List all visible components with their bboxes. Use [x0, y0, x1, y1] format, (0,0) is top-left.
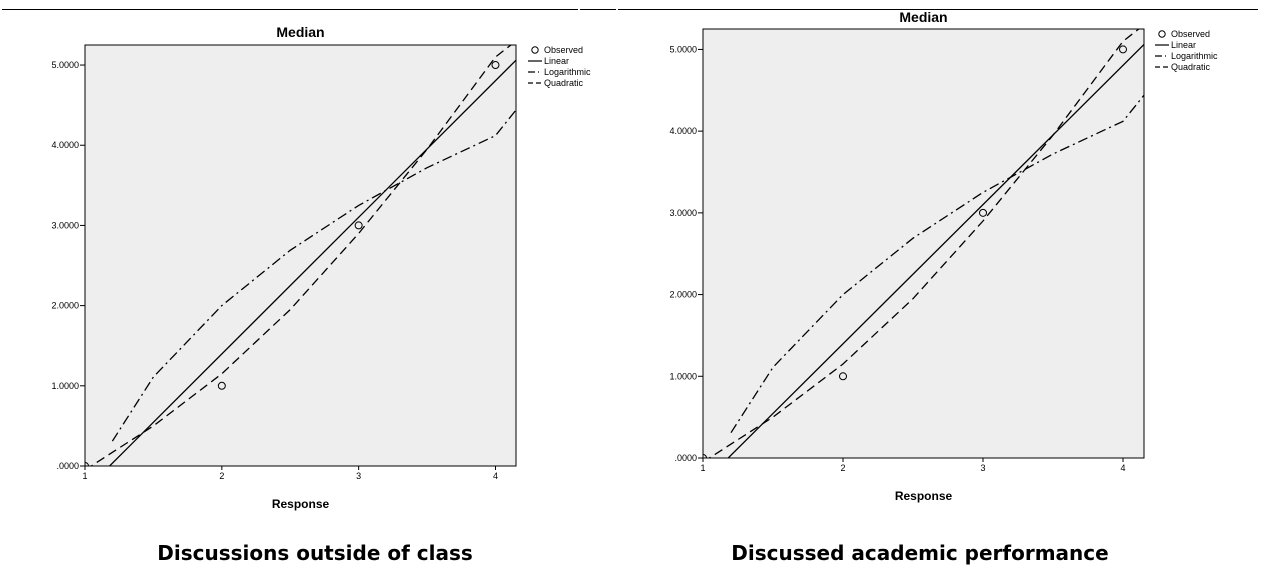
series-quadratic-line: [708, 29, 1140, 458]
x-tick-label: 1: [82, 471, 87, 481]
plot-area: [84, 44, 517, 467]
top-rule-middle: [580, 9, 616, 10]
series-linear-line: [109, 59, 516, 466]
observed-point: [979, 208, 987, 217]
legend-observed-label: Observed: [1171, 29, 1210, 39]
y-tick-label: 5.0000: [51, 60, 79, 70]
x-tick-label: 4: [493, 471, 498, 481]
y-tick-label: 1.0000: [51, 381, 79, 391]
chart-panel-left: Median .0000 1.0000 2.0000 3.0000 4.0000 5.000…: [0, 0, 630, 578]
legend-linear-label: Linear: [1171, 40, 1196, 50]
observed-point: [217, 381, 226, 390]
chart-title: Median: [899, 9, 947, 25]
legend-quadratic-label: Quadratic: [1171, 62, 1211, 72]
chart-title: Median: [276, 24, 324, 40]
series-quadratic-line: [90, 45, 512, 466]
caption-right: Discussed academic performance: [731, 541, 1109, 565]
x-tick-label: 2: [219, 471, 224, 481]
x-tick-label: 3: [980, 463, 985, 473]
y-tick-label: 3.0000: [51, 220, 79, 230]
chart-panel-right: Median .0000 1.0000 2.0000 3.0000 4.0000 5.000…: [630, 0, 1262, 578]
plot-marks: [85, 45, 516, 466]
series-logarithmic-line: [730, 94, 1144, 434]
y-tick-label: 4.0000: [669, 126, 697, 136]
y-tick-label: 2.0000: [669, 290, 697, 300]
legend-quadratic-label: Quadratic: [544, 78, 584, 88]
legend-observed-marker: [1158, 30, 1166, 38]
legend-observed-label: Observed: [544, 45, 583, 55]
observed-point: [491, 61, 500, 70]
series-linear-line: [727, 44, 1144, 458]
legend-logarithmic-label: Logarithmic: [544, 67, 591, 77]
observed-point: [839, 372, 847, 381]
top-rule-right: [618, 9, 1258, 10]
x-tick-label: 2: [840, 463, 845, 473]
y-tick-label: 3.0000: [669, 208, 697, 218]
top-rule-left: [2, 9, 578, 10]
x-tick-label: 1: [700, 463, 705, 473]
y-tick-label: .0000: [56, 461, 79, 471]
plot-marks: [703, 29, 1144, 458]
legend-logarithmic-label: Logarithmic: [1171, 51, 1218, 61]
plot-area: [702, 28, 1145, 459]
series-logarithmic-line: [111, 109, 516, 442]
y-tick-label: 2.0000: [51, 301, 79, 311]
legend-linear-label: Linear: [544, 56, 569, 66]
x-axis-label: Response: [272, 497, 330, 511]
x-axis-label: Response: [895, 489, 953, 503]
observed-point: [1119, 45, 1127, 54]
y-tick-label: 5.0000: [669, 44, 697, 54]
caption-left: Discussions outside of class: [157, 541, 473, 565]
y-tick-label: .0000: [674, 453, 697, 463]
chart-right: Median .0000 1.0000 2.0000 3.0000 4.0000 5.000…: [669, 9, 1218, 503]
y-tick-label: 1.0000: [669, 371, 697, 381]
observed-point: [354, 221, 363, 230]
chart-left: Median .0000 1.0000 2.0000 3.0000 4.0000 5.000…: [51, 24, 591, 511]
x-tick-label: 3: [356, 471, 361, 481]
legend-observed-marker: [531, 46, 539, 54]
y-tick-label: 4.0000: [51, 140, 79, 150]
x-tick-label: 4: [1120, 463, 1125, 473]
